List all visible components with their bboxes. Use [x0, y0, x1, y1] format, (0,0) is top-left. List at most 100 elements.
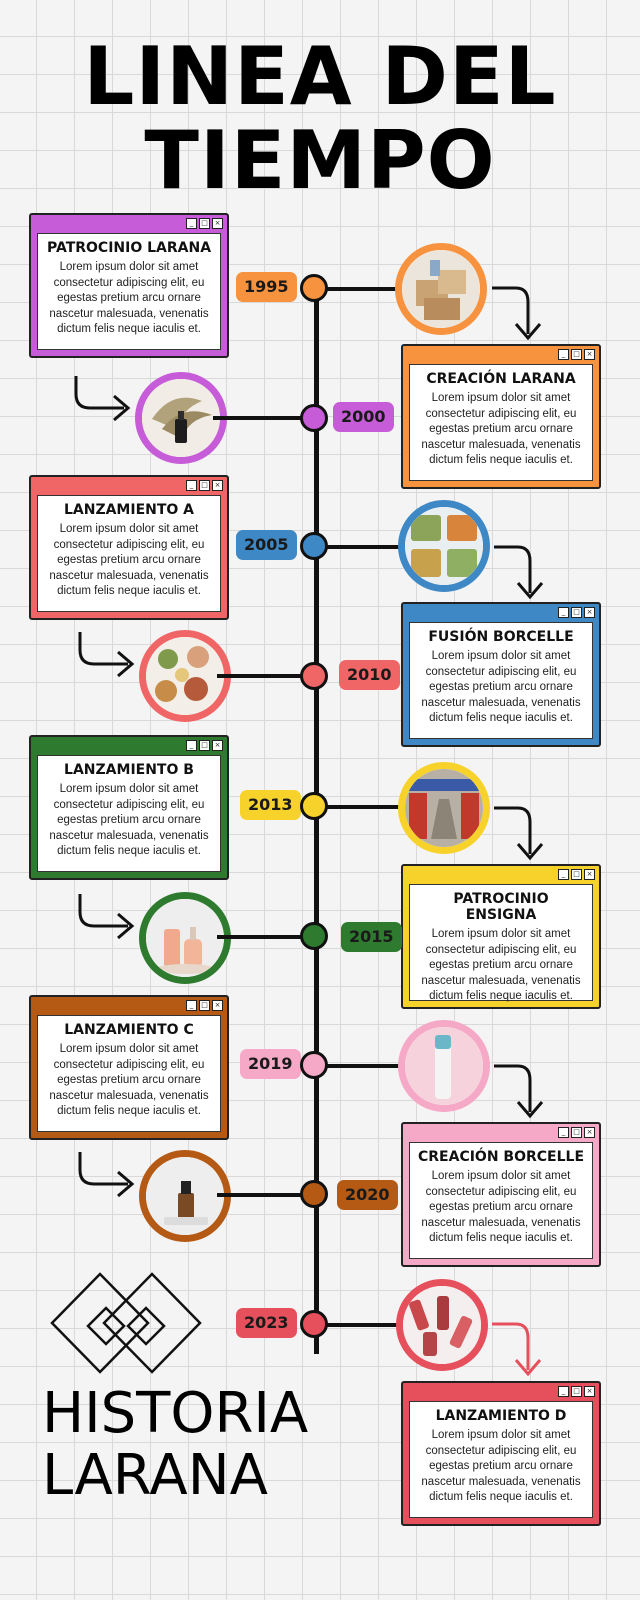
maximize-icon[interactable]: □ — [199, 1000, 210, 1011]
minimize-icon[interactable]: _ — [558, 349, 569, 360]
timeline-node-2005 — [300, 532, 328, 560]
connector-line — [325, 1064, 401, 1068]
event-card-lanzamiento-c: _ □ × LANZAMIENTO C Lorem ipsum dolor si… — [29, 995, 229, 1140]
year-badge-2000: 2000 — [333, 402, 394, 432]
maximize-icon[interactable]: □ — [571, 349, 582, 360]
maximize-icon[interactable]: □ — [571, 869, 582, 880]
event-card-patrocinio-ensigna: _ □ × PATROCINIO ENSIGNA Lorem ipsum dol… — [401, 864, 601, 1009]
close-icon[interactable]: × — [212, 218, 223, 229]
minimize-icon[interactable]: _ — [558, 869, 569, 880]
window-controls: _ □ × — [186, 1000, 223, 1011]
event-photo-boxes — [395, 243, 487, 335]
event-card-body: LANZAMIENTO B Lorem ipsum dolor sit amet… — [37, 755, 221, 872]
minimize-icon[interactable]: _ — [186, 480, 197, 491]
event-card-body: FUSIÓN BORCELLE Lorem ipsum dolor sit am… — [409, 622, 593, 739]
timeline-node-2000 — [300, 404, 328, 432]
event-card-body: LANZAMIENTO C Lorem ipsum dolor sit amet… — [37, 1015, 221, 1132]
connector-line — [213, 416, 303, 420]
window-controls: _ □ × — [558, 1386, 595, 1397]
maximize-icon[interactable]: □ — [571, 1127, 582, 1138]
brand-name-line1: HISTORIA — [42, 1381, 309, 1446]
event-description: Lorem ipsum dolor sit amet consectetur a… — [421, 650, 581, 724]
event-description: Lorem ipsum dolor sit amet consectetur a… — [421, 928, 581, 1002]
connector-line — [325, 805, 401, 809]
maximize-icon[interactable]: □ — [199, 740, 210, 751]
lipsticks-icon — [403, 1286, 481, 1364]
window-controls: _ □ × — [558, 1127, 595, 1138]
year-badge-2020: 2020 — [337, 1180, 398, 1210]
timeline-node-1995 — [300, 274, 328, 302]
minimize-icon[interactable]: _ — [558, 607, 569, 618]
minimize-icon[interactable]: _ — [186, 740, 197, 751]
event-description: Lorem ipsum dolor sit amet consectetur a… — [421, 1429, 581, 1503]
year-badge-2023: 2023 — [236, 1308, 297, 1338]
event-card-body: LANZAMIENTO A Lorem ipsum dolor sit amet… — [37, 495, 221, 612]
minimize-icon[interactable]: _ — [186, 1000, 197, 1011]
year-badge-1995: 1995 — [236, 272, 297, 302]
event-title: LANZAMIENTO A — [63, 502, 195, 518]
event-card-patrocinio-larana: _ □ × PATROCINIO LARANA Lorem ipsum dolo… — [29, 213, 229, 358]
window-controls: _ □ × — [186, 480, 223, 491]
close-icon[interactable]: × — [584, 869, 595, 880]
maximize-icon[interactable]: □ — [199, 480, 210, 491]
timeline-node-2013 — [300, 792, 328, 820]
event-description: Lorem ipsum dolor sit amet consectetur a… — [421, 1170, 581, 1244]
event-photo-meal-boxes — [398, 500, 490, 592]
dropper-bottle-icon — [146, 1157, 224, 1235]
brand-name-line2: LARANA — [42, 1443, 268, 1508]
minimize-icon[interactable]: _ — [186, 218, 197, 229]
connector-line — [325, 1323, 401, 1327]
close-icon[interactable]: × — [584, 607, 595, 618]
timeline-node-2010 — [300, 662, 328, 690]
event-card-creacion-larana: _ □ × CREACIÓN LARANA Lorem ipsum dolor … — [401, 344, 601, 489]
event-card-body: CREACIÓN BORCELLE Lorem ipsum dolor sit … — [409, 1142, 593, 1259]
event-title: LANZAMIENTO B — [64, 762, 194, 778]
timeline-axis — [314, 290, 319, 1354]
timeline-node-2019 — [300, 1051, 328, 1079]
close-icon[interactable]: × — [584, 1386, 595, 1397]
event-description: Lorem ipsum dolor sit amet consectetur a… — [49, 783, 209, 857]
year-badge-2019: 2019 — [240, 1049, 301, 1079]
curved-arrow-icon — [494, 545, 544, 600]
event-card-creacion-borcelle: _ □ × CREACIÓN BORCELLE Lorem ipsum dolo… — [401, 1122, 601, 1267]
maximize-icon[interactable]: □ — [571, 607, 582, 618]
meal-boxes-icon — [405, 507, 483, 585]
event-description: Lorem ipsum dolor sit amet consectetur a… — [49, 523, 209, 597]
curved-arrow-icon — [74, 376, 131, 422]
event-title: PATROCINIO LARANA — [46, 240, 212, 256]
curved-arrow-icon — [494, 806, 544, 861]
close-icon[interactable]: × — [584, 349, 595, 360]
brand-logo-icon — [50, 1272, 202, 1374]
connector-line — [217, 1193, 303, 1197]
event-card-body: PATROCINIO ENSIGNA Lorem ipsum dolor sit… — [409, 884, 593, 1002]
year-badge-2010: 2010 — [339, 660, 400, 690]
window-controls: _ □ × — [558, 869, 595, 880]
lip-balm-icon — [405, 1027, 483, 1105]
close-icon[interactable]: × — [212, 480, 223, 491]
close-icon[interactable]: × — [584, 1127, 595, 1138]
event-card-lanzamiento-b: _ □ × LANZAMIENTO B Lorem ipsum dolor si… — [29, 735, 229, 880]
event-photo-lip-balm — [398, 1020, 490, 1112]
event-card-lanzamiento-a: _ □ × LANZAMIENTO A Lorem ipsum dolor si… — [29, 475, 229, 620]
curved-arrow-icon — [492, 286, 542, 341]
timeline-node-2020 — [300, 1180, 328, 1208]
event-card-body: LANZAMIENTO D Lorem ipsum dolor sit amet… — [409, 1401, 593, 1518]
window-controls: _ □ × — [558, 607, 595, 618]
connector-line — [217, 935, 303, 939]
event-photo-dropper-bottle — [139, 1150, 231, 1242]
window-controls: _ □ × — [186, 740, 223, 751]
warehouse-icon — [405, 769, 483, 847]
page-title-line1: LINEA DEL — [83, 30, 557, 123]
maximize-icon[interactable]: □ — [571, 1386, 582, 1397]
ingredients-icon — [146, 637, 224, 715]
boxes-icon — [402, 250, 480, 328]
minimize-icon[interactable]: _ — [558, 1386, 569, 1397]
event-title: LANZAMIENTO D — [435, 1408, 567, 1424]
event-description: Lorem ipsum dolor sit amet consectetur a… — [421, 392, 581, 466]
event-description: Lorem ipsum dolor sit amet consectetur a… — [49, 261, 209, 335]
maximize-icon[interactable]: □ — [199, 218, 210, 229]
timeline-node-2015 — [300, 922, 328, 950]
minimize-icon[interactable]: _ — [558, 1127, 569, 1138]
close-icon[interactable]: × — [212, 1000, 223, 1011]
close-icon[interactable]: × — [212, 740, 223, 751]
